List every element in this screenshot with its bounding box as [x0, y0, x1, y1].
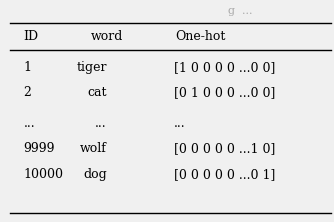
Text: [0 1 0 0 0 ...0 0]: [0 1 0 0 0 ...0 0]	[174, 86, 275, 99]
Text: [1 0 0 0 0 ...0 0]: [1 0 0 0 0 ...0 0]	[174, 61, 275, 74]
Text: [0 0 0 0 0 ...1 0]: [0 0 0 0 0 ...1 0]	[174, 142, 275, 155]
Text: ...: ...	[95, 117, 107, 130]
Text: word: word	[91, 30, 123, 43]
Text: tiger: tiger	[76, 61, 107, 74]
Text: ID: ID	[23, 30, 38, 43]
Text: 9999: 9999	[23, 142, 55, 155]
Text: One-hot: One-hot	[175, 30, 225, 43]
Text: ...: ...	[174, 117, 185, 130]
Text: dog: dog	[83, 168, 107, 181]
Text: cat: cat	[88, 86, 107, 99]
Text: ...: ...	[23, 117, 35, 130]
Text: g  ...: g ...	[228, 6, 253, 16]
Text: 10000: 10000	[23, 168, 63, 181]
Text: wolf: wolf	[80, 142, 107, 155]
Text: [0 0 0 0 0 ...0 1]: [0 0 0 0 0 ...0 1]	[174, 168, 275, 181]
Text: 2: 2	[23, 86, 31, 99]
Text: 1: 1	[23, 61, 31, 74]
